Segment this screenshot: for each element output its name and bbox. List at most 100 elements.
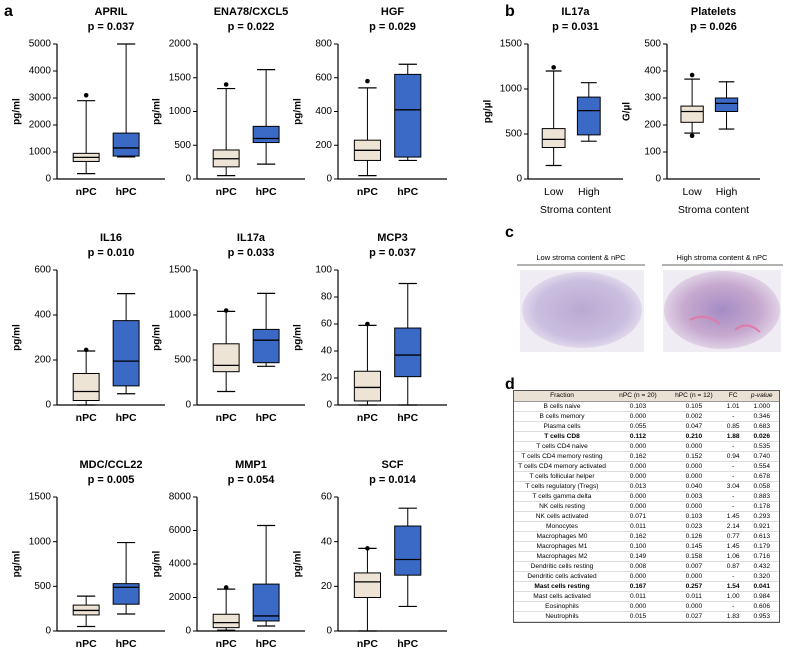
y-tick-label: 100 <box>315 265 332 276</box>
x-tick-label: nPC <box>216 638 237 650</box>
table-cell: - <box>721 491 745 502</box>
table-cell: 0.000 <box>610 411 666 422</box>
header-cell: Fraction <box>514 391 610 402</box>
table-cell: 1.45 <box>721 511 745 522</box>
header-row: Fraction nPC (n = 20) hPC (n = 12) FC p-valu… <box>514 391 779 402</box>
y-tick-label: 1500 <box>169 72 192 83</box>
tissue <box>522 272 642 348</box>
y-tick-label: 40 <box>321 346 333 357</box>
table-row: NK cells resting 0.000 0.000-0.178 <box>514 501 779 512</box>
chart-subtitle: p = 0.029 <box>369 21 416 33</box>
table-cell: - <box>721 461 745 472</box>
y-tick-label: 4000 <box>29 66 52 77</box>
x-tick-label: nPC <box>76 412 97 424</box>
table: Fraction nPC (n = 20) hPC (n = 12) FC p-valu… <box>514 391 779 622</box>
table-cell: T cells CD4 memory resting <box>514 451 610 462</box>
table-cell: 1.83 <box>721 611 745 622</box>
y-tick-label: 1500 <box>169 265 192 276</box>
chart-title: MCP3 <box>377 232 408 244</box>
table-cell: 2.14 <box>721 521 745 532</box>
table-row: Macrophages M0 0.162 0.126 0.77 0.613 <box>514 531 779 542</box>
table-cell: 0.071 <box>610 511 666 522</box>
x-tick-label: nPC <box>357 638 378 650</box>
box <box>112 132 140 157</box>
y-tick-label: 0 <box>45 400 51 411</box>
chart-title: ENA78/CXCL5 <box>214 6 289 18</box>
table-cell: 0.103 <box>610 401 666 412</box>
table-cell: 1.45 <box>721 541 745 552</box>
y-tick-label: 4000 <box>169 559 192 570</box>
table-row: Dendritic cells activated 0.000 0.000-0.32… <box>514 571 779 582</box>
y-tick-label: 1000 <box>169 106 192 117</box>
table-cell: 0.058 <box>744 481 779 492</box>
table-row: Eosinophils 0.000 0.000-0.606 <box>514 601 779 612</box>
y-axis-label: pg/ml <box>12 550 23 577</box>
y-tick-label: 6000 <box>169 525 192 536</box>
table-cell: 0.554 <box>744 461 779 472</box>
table-cell: 0.740 <box>744 451 779 462</box>
y-axis-label: pg/ml <box>12 98 23 125</box>
chart-title: IL17a <box>561 6 590 18</box>
outlier <box>365 321 370 327</box>
y-tick-label: 500 <box>174 140 191 151</box>
table-row: NK cells activated 0.071 0.103 1.45 0.293 <box>514 511 779 522</box>
y-tick-label: 0 <box>45 626 51 637</box>
y-tick-label: 5000 <box>29 39 52 50</box>
table-cell: 0.613 <box>744 531 779 542</box>
table-row: T cells regulatory (Tregs) 0.013 0.040 3.04… <box>514 481 779 492</box>
table-cell: T cells CD8 <box>514 431 610 442</box>
y-tick-label: 500 <box>34 581 51 592</box>
box <box>541 128 566 149</box>
x-tick-label: hPC <box>256 638 277 650</box>
chart-subtitle: p = 0.026 <box>690 21 737 33</box>
box <box>576 96 601 136</box>
header-cell: FC <box>721 391 745 402</box>
panel-letter: a <box>4 3 13 20</box>
table-cell: 0.011 <box>610 521 666 532</box>
panel-letter: d <box>505 376 515 393</box>
table-cell: 0.683 <box>744 421 779 432</box>
table-cell: Dendritic cells resting <box>514 561 610 572</box>
table-cell: 0.883 <box>744 491 779 502</box>
box <box>252 328 280 364</box>
table-row: T cells CD4 memory resting 0.162 0.152 0.94… <box>514 451 779 462</box>
y-tick-label: 300 <box>644 93 661 104</box>
y-axis-label: pg/ml <box>152 98 163 125</box>
x-axis-label: Stroma content <box>540 204 611 216</box>
y-axis-label: pg/ml <box>152 550 163 577</box>
table-cell: 1.000 <box>744 401 779 412</box>
x-tick-label: hPC <box>397 412 418 424</box>
table-cell: Neutrophils <box>514 611 610 622</box>
table-cell: 0.178 <box>744 501 779 512</box>
box <box>680 105 704 123</box>
y-tick-label: 400 <box>644 66 661 77</box>
table-cell: 0.041 <box>744 581 779 592</box>
table-cell: - <box>721 601 745 612</box>
table-cell: 0.77 <box>721 531 745 542</box>
x-tick-label: nPC <box>357 412 378 424</box>
box <box>72 373 100 401</box>
box <box>394 73 422 158</box>
y-tick-label: 400 <box>315 106 332 117</box>
outlier <box>223 585 229 590</box>
panel-letter: c <box>505 224 514 241</box>
table-cell: 0.87 <box>721 561 745 572</box>
y-axis-label: G/µl <box>622 102 633 121</box>
table-row: Mast cells activated 0.011 0.011 1.00 0.984 <box>514 591 779 602</box>
table-cell: 0.003 <box>665 491 722 502</box>
table-cell: 3.04 <box>721 481 745 492</box>
box <box>394 525 422 576</box>
table-row: B cells naive 0.103 0.105 1.01 1.000 <box>514 401 779 412</box>
table-row: Dendritic cells resting 0.008 0.007 0.87 0.4… <box>514 561 779 572</box>
y-tick-label: 1000 <box>169 310 192 321</box>
table-cell: NK cells resting <box>514 501 610 512</box>
table-cell: 0.158 <box>665 551 722 562</box>
table-cell: 0.606 <box>744 601 779 612</box>
y-tick-label: 0 <box>185 174 191 185</box>
table-cell: 0.346 <box>744 411 779 422</box>
x-tick-label: nPC <box>76 186 97 198</box>
y-axis-label: pg/µl <box>483 100 494 124</box>
table-cell: 0.011 <box>665 591 722 602</box>
table-cell: Mast cells resting <box>514 581 610 592</box>
